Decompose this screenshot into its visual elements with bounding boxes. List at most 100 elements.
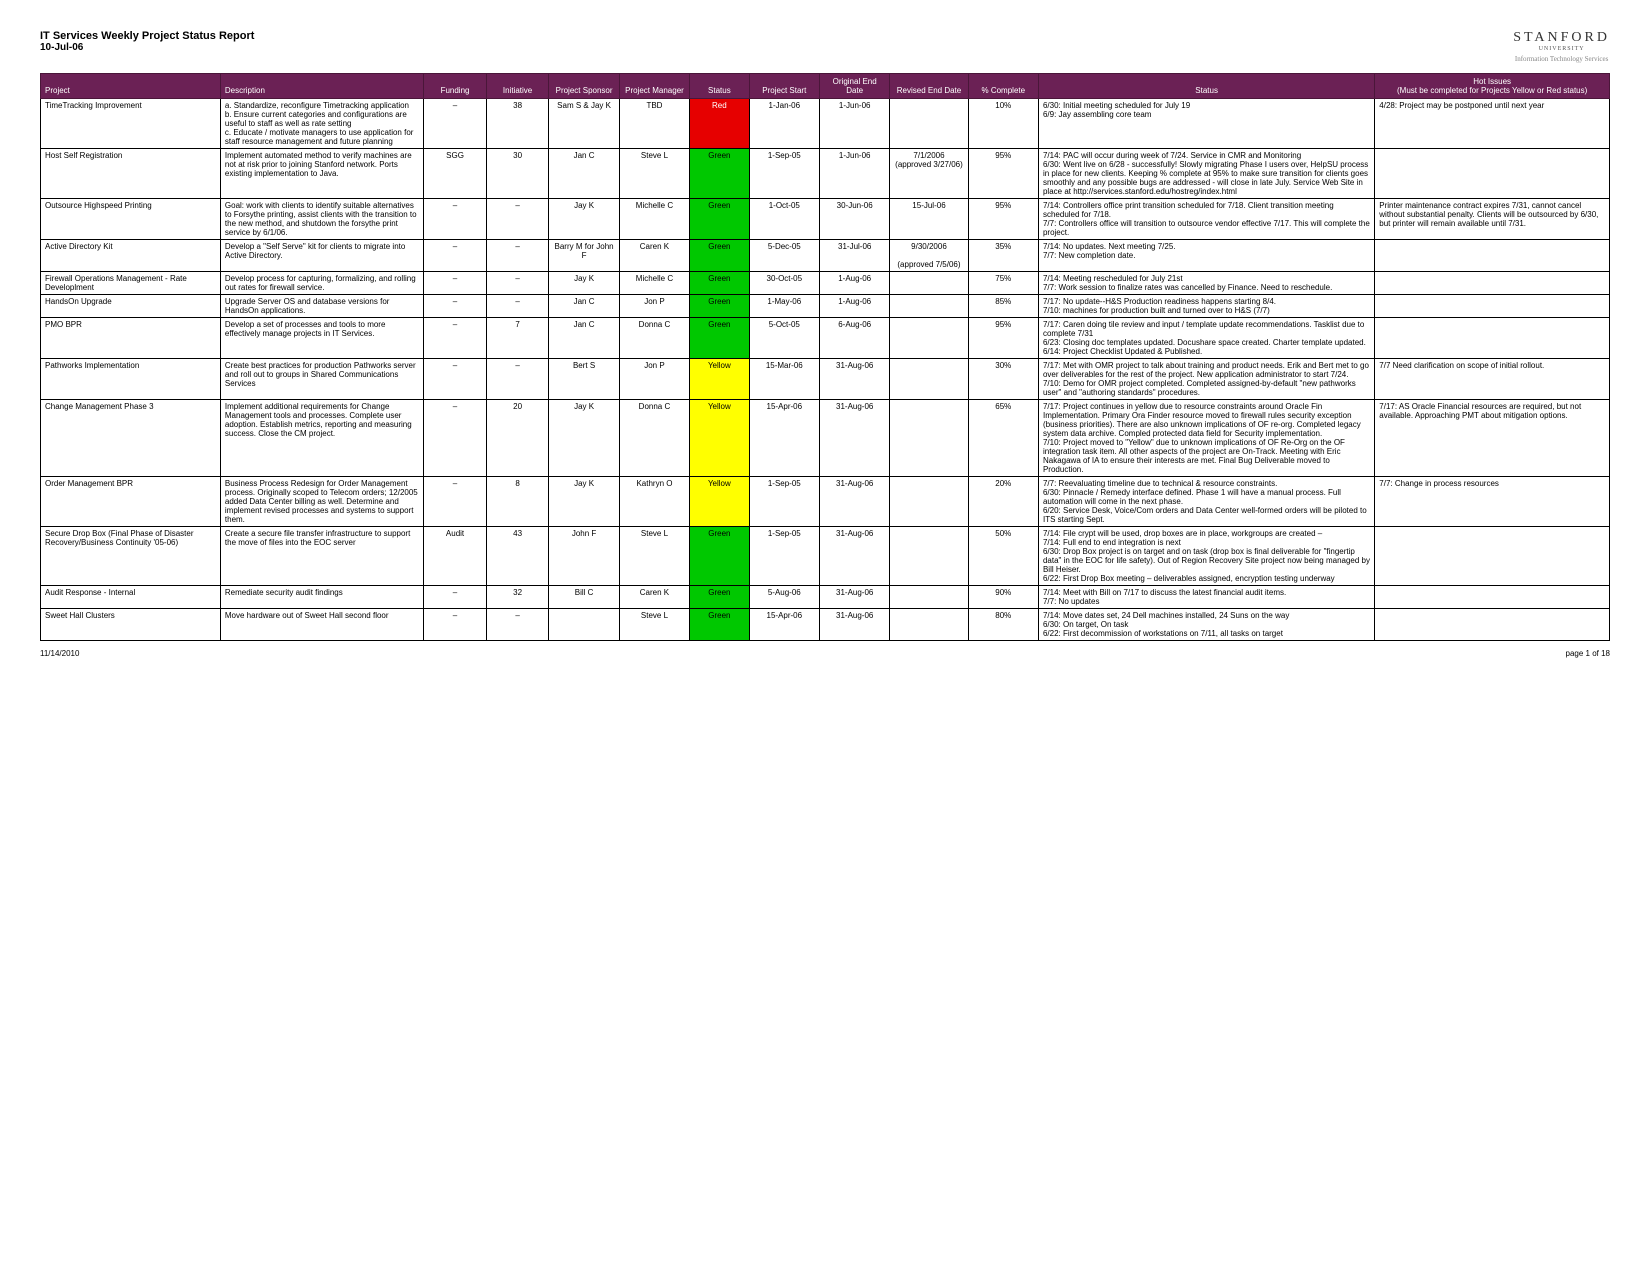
cell-status: Green [690,527,749,586]
cell-project: Change Management Phase 3 [41,400,221,477]
table-row: PMO BPRDevelop a set of processes and to… [41,318,1610,359]
cell-revised [890,359,968,400]
cell-initiative: – [486,240,549,272]
col-header: Project Sponsor [549,74,619,99]
report-date: 10-Jul-06 [40,42,254,53]
cell-revised [890,400,968,477]
table-body: TimeTracking Improvementa. Standardize, … [41,99,1610,641]
cell-sponsor: Jay K [549,199,619,240]
cell-notes: 6/30: Initial meeting scheduled for July… [1038,99,1374,149]
cell-project: Active Directory Kit [41,240,221,272]
cell-revised: 15-Jul-06 [890,199,968,240]
cell-pct: 95% [968,318,1038,359]
cell-project: TimeTracking Improvement [41,99,221,149]
col-header: Project Manager [619,74,689,99]
cell-status: Green [690,149,749,199]
cell-start: 1-Sep-05 [749,477,819,527]
cell-end: 31-Aug-06 [819,400,889,477]
cell-funding: – [424,400,487,477]
cell-pct: 35% [968,240,1038,272]
cell-funding: – [424,609,487,641]
cell-hot [1375,527,1610,586]
cell-initiative: – [486,272,549,295]
cell-initiative: 20 [486,400,549,477]
cell-manager: Jon P [619,359,689,400]
cell-description: Develop a set of processes and tools to … [220,318,423,359]
cell-revised [890,609,968,641]
cell-notes: 7/17: Caren doing tile review and input … [1038,318,1374,359]
cell-revised [890,318,968,359]
cell-funding: – [424,240,487,272]
cell-project: Host Self Registration [41,149,221,199]
org-name: STANFORD [1513,30,1610,46]
cell-funding: – [424,99,487,149]
cell-pct: 90% [968,586,1038,609]
cell-hot: Printer maintenance contract expires 7/3… [1375,199,1610,240]
col-header: Project Start [749,74,819,99]
cell-notes: 7/14: Controllers office print transitio… [1038,199,1374,240]
cell-hot: 7/7: Change in process resources [1375,477,1610,527]
cell-project: Pathworks Implementation [41,359,221,400]
cell-hot: 4/28: Project may be postponed until nex… [1375,99,1610,149]
cell-notes: 7/14: PAC will occur during week of 7/24… [1038,149,1374,199]
cell-hot [1375,240,1610,272]
cell-start: 30-Oct-05 [749,272,819,295]
cell-start: 5-Dec-05 [749,240,819,272]
cell-status: Red [690,99,749,149]
cell-project: Audit Response - Internal [41,586,221,609]
cell-funding: – [424,199,487,240]
col-header: Status [1038,74,1374,99]
table-row: Outsource Highspeed PrintingGoal: work w… [41,199,1610,240]
org-sub: UNIVERSITY [1513,46,1610,52]
cell-description: Move hardware out of Sweet Hall second f… [220,609,423,641]
cell-status: Yellow [690,477,749,527]
table-row: Secure Drop Box (Final Phase of Disaster… [41,527,1610,586]
cell-end: 1-Jun-06 [819,149,889,199]
table-row: HandsOn UpgradeUpgrade Server OS and dat… [41,295,1610,318]
cell-manager: Steve L [619,527,689,586]
cell-end: 31-Jul-06 [819,240,889,272]
cell-status: Green [690,609,749,641]
cell-hot [1375,609,1610,641]
cell-sponsor: Barry M for John F [549,240,619,272]
cell-notes: 7/14: Meet with Bill on 7/17 to discuss … [1038,586,1374,609]
col-header: Initiative [486,74,549,99]
cell-hot: 7/17: AS Oracle Financial resources are … [1375,400,1610,477]
col-header: Description [220,74,423,99]
cell-status: Green [690,318,749,359]
header-right: STANFORD UNIVERSITY Information Technolo… [1513,30,1610,63]
cell-description: Business Process Redesign for Order Mana… [220,477,423,527]
col-header: Hot Issues (Must be completed for Projec… [1375,74,1610,99]
status-table: ProjectDescriptionFundingInitiativeProje… [40,73,1610,641]
cell-manager: Caren K [619,586,689,609]
cell-manager: Michelle C [619,272,689,295]
cell-pct: 50% [968,527,1038,586]
cell-project: PMO BPR [41,318,221,359]
cell-initiative: – [486,609,549,641]
cell-start: 1-Sep-05 [749,527,819,586]
cell-project: HandsOn Upgrade [41,295,221,318]
cell-funding: – [424,586,487,609]
cell-status: Yellow [690,359,749,400]
cell-pct: 30% [968,359,1038,400]
cell-start: 1-Oct-05 [749,199,819,240]
cell-pct: 95% [968,149,1038,199]
cell-funding: Audit [424,527,487,586]
cell-start: 5-Aug-06 [749,586,819,609]
cell-funding: – [424,318,487,359]
cell-initiative: – [486,199,549,240]
cell-description: Implement additional requirements for Ch… [220,400,423,477]
cell-pct: 95% [968,199,1038,240]
cell-project: Outsource Highspeed Printing [41,199,221,240]
cell-pct: 20% [968,477,1038,527]
cell-revised [890,477,968,527]
page-footer: 11/14/2010 page 1 of 18 [40,649,1610,658]
cell-initiative: 32 [486,586,549,609]
cell-start: 1-May-06 [749,295,819,318]
cell-description: a. Standardize, reconfigure Timetracking… [220,99,423,149]
cell-end: 6-Aug-06 [819,318,889,359]
cell-initiative: 38 [486,99,549,149]
cell-funding: – [424,272,487,295]
cell-manager: Caren K [619,240,689,272]
cell-revised [890,527,968,586]
